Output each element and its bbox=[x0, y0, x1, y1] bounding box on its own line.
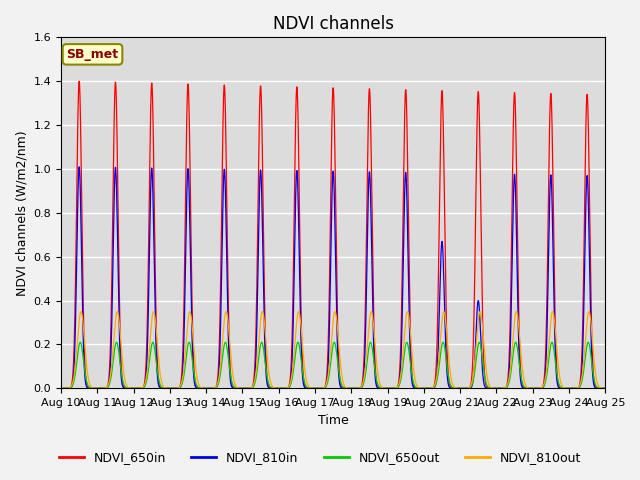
NDVI_810out bbox=[602, 385, 609, 391]
Y-axis label: NDVI channels (W/m2/nm): NDVI channels (W/m2/nm) bbox=[15, 130, 28, 296]
NDVI_810in bbox=[168, 385, 175, 391]
Title: NDVI channels: NDVI channels bbox=[273, 15, 394, 33]
Line: NDVI_810in: NDVI_810in bbox=[61, 167, 605, 388]
NDVI_810out bbox=[486, 383, 493, 388]
X-axis label: Time: Time bbox=[318, 414, 349, 427]
NDVI_650out bbox=[408, 373, 416, 379]
NDVI_650in bbox=[76, 78, 83, 84]
Line: NDVI_810out: NDVI_810out bbox=[61, 312, 605, 388]
NDVI_810out bbox=[261, 323, 269, 329]
NDVI_810in bbox=[57, 385, 65, 391]
NDVI_650in bbox=[600, 385, 607, 391]
Legend: NDVI_650in, NDVI_810in, NDVI_650out, NDVI_810out: NDVI_650in, NDVI_810in, NDVI_650out, NDV… bbox=[54, 446, 586, 469]
NDVI_650in bbox=[261, 310, 269, 316]
NDVI_650out bbox=[584, 339, 592, 345]
NDVI_810out bbox=[408, 351, 416, 357]
NDVI_810in bbox=[408, 381, 416, 386]
NDVI_650out bbox=[173, 385, 181, 391]
NDVI_650in bbox=[168, 385, 175, 391]
NDVI_650in bbox=[173, 385, 181, 391]
NDVI_810out bbox=[600, 385, 607, 391]
NDVI_810in bbox=[602, 385, 609, 391]
NDVI_650in bbox=[602, 385, 609, 391]
NDVI_650out bbox=[57, 385, 65, 391]
NDVI_810out bbox=[57, 385, 65, 391]
NDVI_810in bbox=[600, 385, 607, 391]
Line: NDVI_650out: NDVI_650out bbox=[61, 342, 605, 388]
NDVI_650out bbox=[168, 385, 175, 391]
NDVI_650out bbox=[261, 356, 269, 361]
NDVI_810out bbox=[168, 385, 175, 391]
Text: SB_met: SB_met bbox=[67, 48, 118, 61]
NDVI_650out bbox=[600, 385, 607, 391]
NDVI_810in bbox=[76, 164, 83, 169]
NDVI_810out bbox=[585, 309, 593, 314]
Line: NDVI_650in: NDVI_650in bbox=[61, 81, 605, 388]
NDVI_650in bbox=[57, 385, 65, 391]
NDVI_650in bbox=[486, 385, 493, 391]
NDVI_650out bbox=[486, 385, 493, 391]
NDVI_810in bbox=[261, 342, 269, 348]
NDVI_650out bbox=[602, 385, 609, 391]
NDVI_810in bbox=[486, 385, 493, 391]
NDVI_810in bbox=[173, 385, 181, 391]
NDVI_650in bbox=[408, 374, 416, 380]
NDVI_810out bbox=[173, 385, 181, 391]
